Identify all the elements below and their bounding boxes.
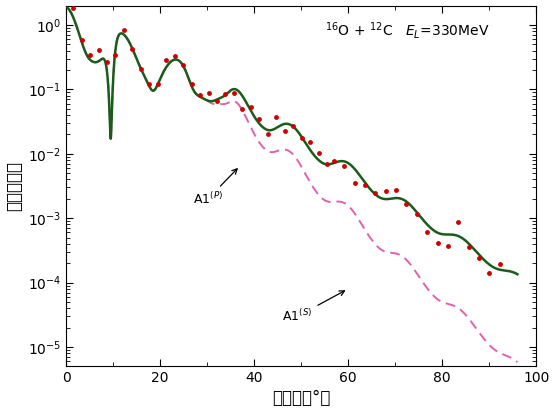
X-axis label: 散乱角（°）: 散乱角（°）	[272, 389, 330, 408]
Text: A1$^{(P)}$: A1$^{(P)}$	[193, 169, 237, 207]
Text: $^{16}$O + $^{12}$C   $E_{L}$=330MeV: $^{16}$O + $^{12}$C $E_{L}$=330MeV	[325, 20, 490, 41]
Text: A1$^{(S)}$: A1$^{(S)}$	[282, 291, 345, 324]
Y-axis label: 微分断面積: 微分断面積	[6, 161, 23, 211]
